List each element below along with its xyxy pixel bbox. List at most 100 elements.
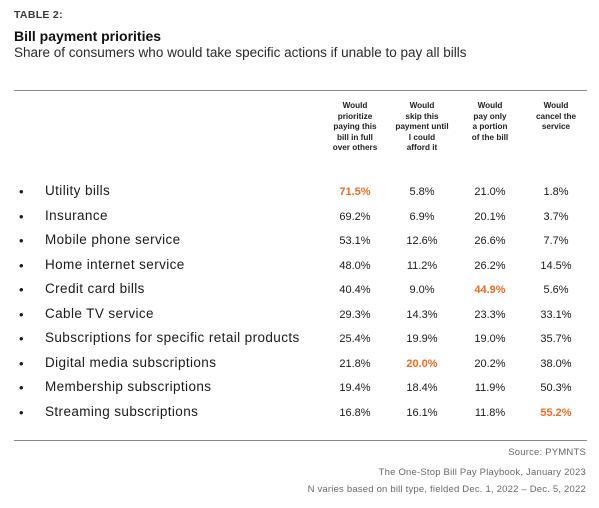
column-header: Would prioritize paying this bill in full ov… xyxy=(322,101,388,154)
table-cell: 25.4% xyxy=(339,333,371,345)
column-header-line: service xyxy=(541,122,571,131)
table-cell: 38.0% xyxy=(540,357,572,370)
table-cell: 3.7% xyxy=(543,210,569,223)
column-header-line: a portion xyxy=(472,122,508,131)
table-cell: 12.6% xyxy=(406,235,438,247)
row-label: Insurance xyxy=(45,207,108,223)
table-row: • Streaming subscriptions 16.8% 16.1% 11.8% 5… xyxy=(0,402,599,427)
table-cell: 11.9% xyxy=(474,382,506,394)
table-row: • Mobile phone service 53.1% 12.6% 26.6% 7.7% xyxy=(0,230,599,255)
row-label: Streaming subscriptions xyxy=(45,403,199,419)
column-header-line: afford it xyxy=(406,143,438,152)
table-row: • Cable TV service 29.3% 14.3% 23.3% 33.1% xyxy=(0,304,599,329)
table-subtitle: Share of consumers who would take specif… xyxy=(14,45,467,60)
top-divider xyxy=(14,90,587,91)
highlighted-cell: 55.2% xyxy=(540,406,572,419)
table-cell: 29.3% xyxy=(339,308,371,321)
table-cell: 20.1% xyxy=(474,210,506,223)
report-line: The One-Stop Bill Pay Playbook, January … xyxy=(378,467,586,478)
table-row: • Subscriptions for specific retail produ… xyxy=(0,328,599,353)
table-title: Bill payment priorities xyxy=(14,28,162,44)
table-cell: 5.8% xyxy=(409,186,435,198)
column-header-line: skip this xyxy=(405,111,439,121)
source-line: Source: PYMNTS xyxy=(508,447,586,458)
row-label: Cable TV service xyxy=(45,305,154,321)
table-body: • Utility bills 71.5% 5.8% 21.0% 1.8% • Insuran… xyxy=(0,181,599,426)
bullet-icon: • xyxy=(19,404,24,420)
table-cell: 16.8% xyxy=(339,406,371,419)
table-row: • Digital media subscriptions 21.8% 20.0% 20… xyxy=(0,353,599,378)
row-label: Mobile phone service xyxy=(45,232,181,247)
table-cell: 40.4% xyxy=(339,284,371,296)
table-cell: 7.7% xyxy=(543,235,569,247)
table-label: TABLE 2: xyxy=(14,9,63,21)
table-cell: 14.3% xyxy=(406,308,438,321)
table-cell: 19.0% xyxy=(474,333,506,345)
table-cell: 19.4% xyxy=(339,382,371,394)
row-label: Home internet service xyxy=(45,256,185,272)
table-cell: 11.8% xyxy=(474,406,506,419)
table-cell: 21.8% xyxy=(339,357,371,370)
highlighted-cell: 44.9% xyxy=(474,284,506,296)
column-header-line: I could xyxy=(408,132,436,142)
bullet-icon: • xyxy=(19,233,24,248)
column-header-line: over others xyxy=(332,143,378,152)
highlighted-cell: 71.5% xyxy=(339,186,371,198)
bullet-icon: • xyxy=(19,331,24,346)
table-cell: 21.0% xyxy=(474,186,506,198)
column-header-line: Would xyxy=(409,101,435,110)
column-header-line: payment until xyxy=(395,122,449,131)
bullet-icon: • xyxy=(19,380,24,395)
table-cell: 6.9% xyxy=(409,210,435,223)
column-header-line: Would xyxy=(342,101,368,110)
table-cell: 11.2% xyxy=(406,259,438,272)
table-cell: 53.1% xyxy=(339,235,371,247)
table-cell: 20.2% xyxy=(474,357,506,370)
column-header-line: bill in full xyxy=(337,132,373,142)
table-cell: 16.1% xyxy=(406,406,438,419)
bullet-icon: • xyxy=(19,282,24,297)
column-header-line: of the bill xyxy=(471,132,509,142)
table-cell: 14.5% xyxy=(540,259,572,272)
sample-note: N varies based on bill type, fielded Dec… xyxy=(307,484,586,495)
column-header-line: cancel the xyxy=(535,111,577,121)
column-header: Would pay only a portion of the bill xyxy=(457,101,523,143)
bullet-icon: • xyxy=(19,208,24,224)
table-cell: 19.9% xyxy=(406,333,438,345)
table-cell: 5.6% xyxy=(543,284,569,296)
column-header-line: pay only xyxy=(473,111,507,121)
row-label: Digital media subscriptions xyxy=(45,354,217,370)
bullet-icon: • xyxy=(19,306,24,322)
table-cell: 23.3% xyxy=(474,308,506,321)
table-cell: 35.7% xyxy=(540,333,572,345)
table-cell: 50.3% xyxy=(540,382,572,394)
bullet-icon: • xyxy=(19,184,24,199)
row-label: Subscriptions for specific retail produc… xyxy=(45,330,300,345)
column-header: Would skip this payment until I could afford… xyxy=(389,101,455,154)
table-cell: 69.2% xyxy=(339,210,371,223)
row-label: Utility bills xyxy=(45,183,111,198)
column-header-line: Would xyxy=(543,101,569,110)
table-cell: 33.1% xyxy=(540,308,572,321)
table-cell: 48.0% xyxy=(339,259,371,272)
bullet-icon: • xyxy=(19,355,24,371)
row-label: Membership subscriptions xyxy=(45,379,212,394)
table-row: • Credit card bills 40.4% 9.0% 44.9% 5.6% xyxy=(0,279,599,304)
table-row: • Membership subscriptions 19.4% 18.4% 11.9%… xyxy=(0,377,599,402)
column-header-line: paying this xyxy=(333,122,377,131)
table-row: • Home internet service 48.0% 11.2% 26.2% 14.… xyxy=(0,255,599,280)
table-cell: 26.2% xyxy=(474,259,506,272)
table-row: • Utility bills 71.5% 5.8% 21.0% 1.8% xyxy=(0,181,599,206)
table-cell: 9.0% xyxy=(409,284,435,296)
row-label: Credit card bills xyxy=(45,281,145,296)
table-cell: 18.4% xyxy=(406,382,438,394)
column-header-line: prioritize xyxy=(337,111,373,121)
table-cell: 26.6% xyxy=(474,235,506,247)
highlighted-cell: 20.0% xyxy=(406,357,438,370)
bullet-icon: • xyxy=(19,257,24,273)
column-header-line: Would xyxy=(477,101,503,110)
bottom-divider xyxy=(14,440,587,441)
table-row: • Insurance 69.2% 6.9% 20.1% 3.7% xyxy=(0,206,599,231)
column-header: Would cancel the service xyxy=(523,101,589,133)
table-cell: 1.8% xyxy=(543,186,569,198)
